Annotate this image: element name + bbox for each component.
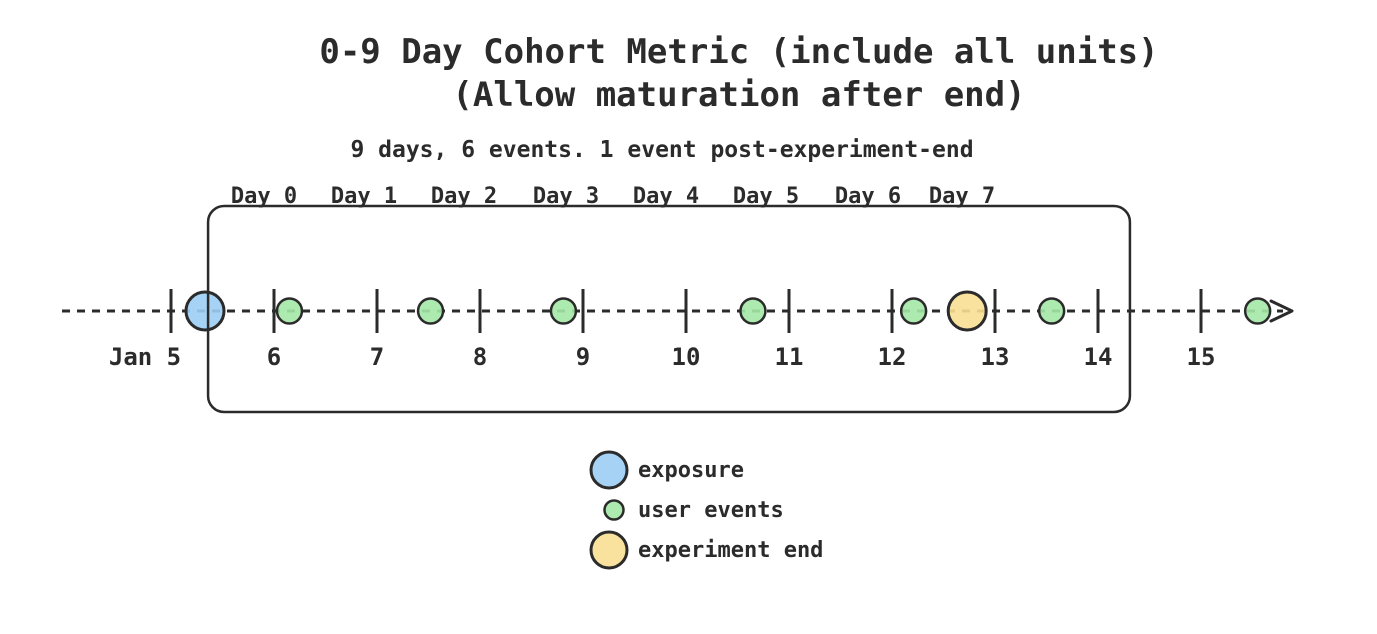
legend-item-experiment-end: experiment end [0,530,1377,570]
legend-swatch-svg [603,499,625,521]
date-label-11: 11 [774,343,804,371]
chart-subtitle: 9 days, 6 events. 1 event post-experimen… [350,137,974,163]
exposure-marker [184,290,226,332]
chart-title-line1: 0-9 Day Cohort Metric (include all units… [319,32,1159,72]
date-label-7: 7 [369,343,385,371]
exposure-legend-swatch-icon [589,450,629,490]
axis-arrowhead-icon [1269,299,1294,323]
user-event-marker [899,297,928,325]
legend-item-exposure: exposure [0,450,1377,490]
date-label-12: 12 [877,343,907,371]
date-label-14: 14 [1083,343,1113,371]
chart-title: 0-9 Day Cohort Metric (include all units… [319,31,1158,117]
date-label-8: 8 [472,343,488,371]
chart-title-line2: (Allow maturation after end) [452,75,1026,115]
legend-label-exposure: exposure [638,457,744,483]
user-event-marker [1243,297,1272,325]
user-event-marker [739,297,767,325]
user-event-marker [416,297,445,325]
date-label-6: 6 [266,343,282,371]
date-label-15: 15 [1186,343,1216,371]
cohort-window-box [206,204,1132,414]
date-label-9: 9 [575,343,591,371]
date-label-10: 10 [671,343,701,371]
date-label-jan-5: Jan 5 [108,343,182,371]
experiment-end-marker [946,290,988,332]
legend-item-user-event: user events [0,490,1377,530]
legend-label-experiment-end: experiment end [638,537,824,563]
user-event-marker [275,297,304,325]
user-event-marker [1037,297,1066,325]
legend-swatch-svg [589,450,629,490]
date-label-13: 13 [980,343,1010,371]
user-event-legend-swatch-icon [603,499,625,521]
legend-label-user-event: user events [638,497,784,523]
experiment-end-legend-swatch-icon [589,530,629,570]
user-event-marker [549,297,578,325]
legend-swatch-svg [589,530,629,570]
